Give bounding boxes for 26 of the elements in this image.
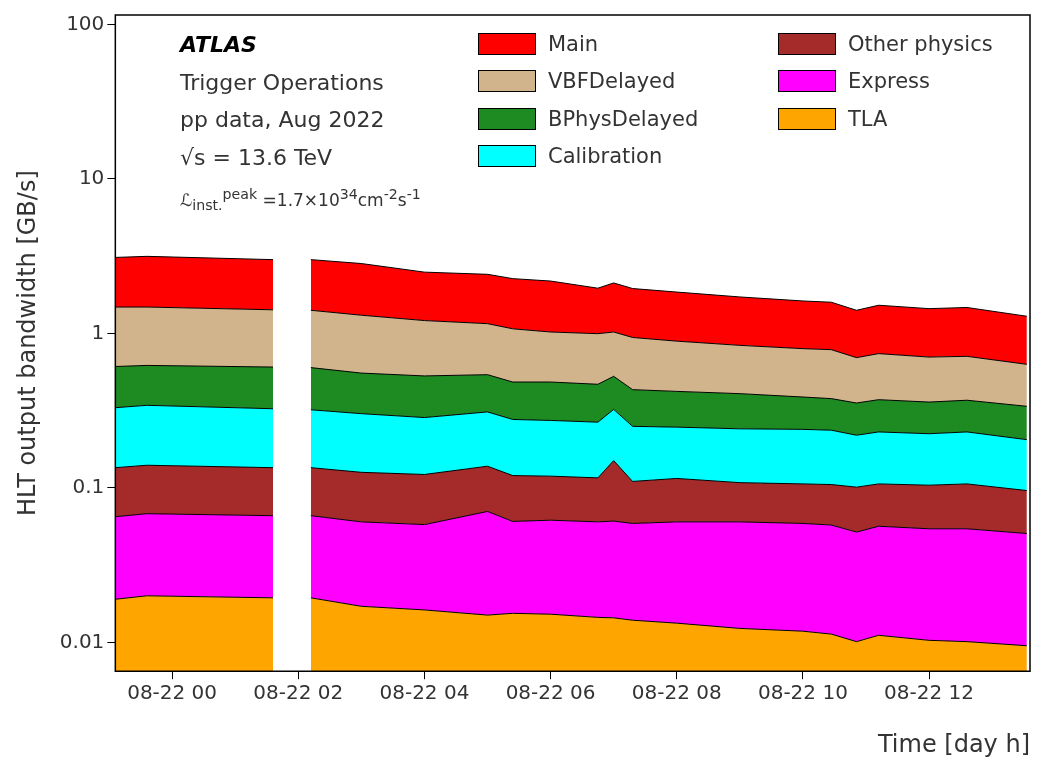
legend-label: VBFDelayed bbox=[548, 69, 676, 94]
legend-label: BPhysDelayed bbox=[548, 106, 699, 131]
y-tick-label: 10 bbox=[78, 165, 105, 190]
y-tick-label: 1 bbox=[91, 319, 105, 344]
legend-label: Main bbox=[548, 31, 599, 56]
annotation: ATLAS bbox=[180, 31, 258, 59]
annotation: √s = 13.6 TeV bbox=[180, 143, 334, 172]
x-tick-label: 08-22 12 bbox=[884, 680, 975, 705]
x-tick-label: 08-22 00 bbox=[127, 680, 218, 705]
y-tick-label: 0.01 bbox=[59, 628, 105, 653]
x-tick-label: 08-22 06 bbox=[505, 680, 596, 705]
y-tick-label: 100 bbox=[66, 10, 105, 35]
annotation: Trigger Operations bbox=[180, 68, 385, 97]
text: ℒ$_{inst.}$$^{peak}$ =1.7×10$^{34}$cm$^{-2}$s$^{-1}$ bbox=[180, 186, 421, 214]
legend-label: TLA bbox=[848, 106, 888, 131]
y-tick-label: 0.1 bbox=[72, 474, 105, 499]
legend-label: Express bbox=[848, 69, 931, 94]
legend-label: Calibration bbox=[548, 144, 663, 169]
x-tick-label: 08-22 04 bbox=[379, 680, 470, 705]
x-axis-title: Time [day h] bbox=[876, 729, 1030, 758]
x-tick-label: 08-22 10 bbox=[757, 680, 848, 705]
x-tick-label: 08-22 02 bbox=[253, 680, 344, 705]
y-axis-title: HLT output bandwidth [GB/s] bbox=[12, 170, 41, 516]
annotation: pp data, Aug 2022 bbox=[180, 106, 386, 134]
legend-label: Other physics bbox=[848, 31, 993, 56]
x-tick-label: 08-22 08 bbox=[631, 680, 722, 705]
